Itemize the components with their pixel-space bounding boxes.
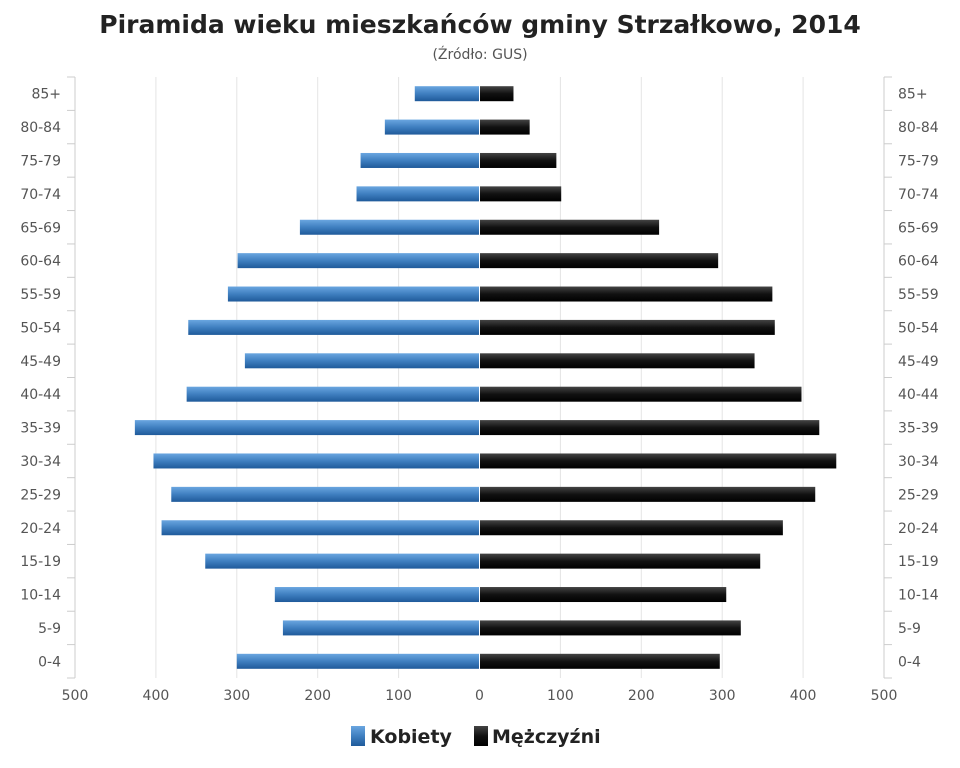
x-tick-label: 100 <box>385 688 412 704</box>
x-tick-label: 400 <box>143 688 170 704</box>
y-tick-label-right: 15-19 <box>898 554 939 570</box>
x-tick-label: 200 <box>304 688 331 704</box>
y-tick-label-left: 70-74 <box>20 187 61 203</box>
bar-kobiety <box>299 219 480 235</box>
x-tick-label: 0 <box>475 688 484 704</box>
bar-mezczyzni <box>479 587 727 603</box>
bar-kobiety <box>236 653 480 669</box>
bar-kobiety <box>244 353 480 369</box>
bar-mezczyzni <box>479 520 783 536</box>
y-tick-label-left: 75-79 <box>20 153 61 169</box>
x-tick-label: 400 <box>790 688 817 704</box>
y-tick-label-right: 75-79 <box>898 153 939 169</box>
y-tick-label-right: 80-84 <box>898 120 939 136</box>
bar-mezczyzni <box>479 319 775 335</box>
chart-title: Piramida wieku mieszkańców gminy Strzałk… <box>99 10 861 39</box>
y-tick-label-left: 25-29 <box>20 487 61 503</box>
y-tick-label-right: 30-34 <box>898 454 939 470</box>
bar-mezczyzni <box>479 152 557 168</box>
bar-kobiety <box>282 620 480 636</box>
bar-kobiety <box>356 186 480 202</box>
y-tick-label-left: 60-64 <box>20 254 61 270</box>
bar-kobiety <box>205 553 480 569</box>
bar-mezczyzni <box>479 386 802 402</box>
bar-mezczyzni <box>479 286 773 302</box>
y-tick-label-left: 40-44 <box>20 387 61 403</box>
bar-mezczyzni <box>479 86 514 102</box>
bar-mezczyzni <box>479 186 562 202</box>
y-tick-label-left: 45-49 <box>20 354 61 370</box>
y-tick-label-left: 35-39 <box>20 421 61 437</box>
y-tick-label-right: 10-14 <box>898 588 939 604</box>
y-tick-label-left: 0-4 <box>38 654 61 670</box>
bar-mezczyzni <box>479 119 530 135</box>
y-tick-label-left: 65-69 <box>20 220 61 236</box>
y-tick-label-left: 10-14 <box>20 588 61 604</box>
y-tick-label-left: 50-54 <box>20 320 61 336</box>
y-tick-label-right: 85+ <box>898 87 928 103</box>
bar-kobiety <box>186 386 480 402</box>
chart-subtitle: (Źródło: GUS) <box>432 45 527 63</box>
x-tick-label: 500 <box>62 688 89 704</box>
y-tick-label-left: 30-34 <box>20 454 61 470</box>
x-tick-label: 100 <box>547 688 574 704</box>
bar-kobiety <box>161 520 480 536</box>
y-tick-label-right: 20-24 <box>898 521 939 537</box>
legend-swatch-mezczyzni[interactable] <box>474 726 488 746</box>
y-tick-label-left: 15-19 <box>20 554 61 570</box>
bar-kobiety <box>237 253 480 269</box>
y-tick-label-left: 20-24 <box>20 521 61 537</box>
legend-swatch-kobiety[interactable] <box>351 726 365 746</box>
bar-kobiety <box>274 587 480 603</box>
bar-kobiety <box>360 152 480 168</box>
legend-label-kobiety[interactable]: Kobiety <box>370 726 453 748</box>
bar-kobiety <box>414 86 480 102</box>
bar-mezczyzni <box>479 653 720 669</box>
y-tick-label-left: 85+ <box>31 87 61 103</box>
bar-mezczyzni <box>479 486 816 502</box>
y-tick-label-right: 0-4 <box>898 654 921 670</box>
y-tick-label-right: 55-59 <box>898 287 939 303</box>
y-tick-label-left: 80-84 <box>20 120 61 136</box>
x-tick-label: 300 <box>709 688 736 704</box>
y-tick-label-right: 65-69 <box>898 220 939 236</box>
y-tick-label-right: 40-44 <box>898 387 939 403</box>
x-tick-label: 500 <box>871 688 898 704</box>
bar-mezczyzni <box>479 620 741 636</box>
bar-mezczyzni <box>479 253 719 269</box>
y-tick-label-right: 45-49 <box>898 354 939 370</box>
y-tick-label-right: 25-29 <box>898 487 939 503</box>
y-tick-label-right: 60-64 <box>898 254 939 270</box>
bar-mezczyzni <box>479 353 755 369</box>
x-tick-label: 200 <box>628 688 655 704</box>
y-tick-label-right: 5-9 <box>898 621 921 637</box>
bar-kobiety <box>134 420 480 436</box>
y-tick-label-left: 55-59 <box>20 287 61 303</box>
bar-mezczyzni <box>479 219 660 235</box>
bar-kobiety <box>188 319 480 335</box>
y-tick-label-right: 35-39 <box>898 421 939 437</box>
y-tick-label-right: 50-54 <box>898 320 939 336</box>
bar-kobiety <box>227 286 480 302</box>
bar-kobiety <box>384 119 480 135</box>
bar-mezczyzni <box>479 453 837 469</box>
bar-kobiety <box>153 453 480 469</box>
bar-mezczyzni <box>479 420 820 436</box>
x-tick-label: 300 <box>223 688 250 704</box>
y-tick-label-right: 70-74 <box>898 187 939 203</box>
legend-label-mezczyzni[interactable]: Mężczyźni <box>492 726 601 748</box>
bar-kobiety <box>171 486 480 502</box>
bar-mezczyzni <box>479 553 761 569</box>
y-tick-label-left: 5-9 <box>38 621 61 637</box>
